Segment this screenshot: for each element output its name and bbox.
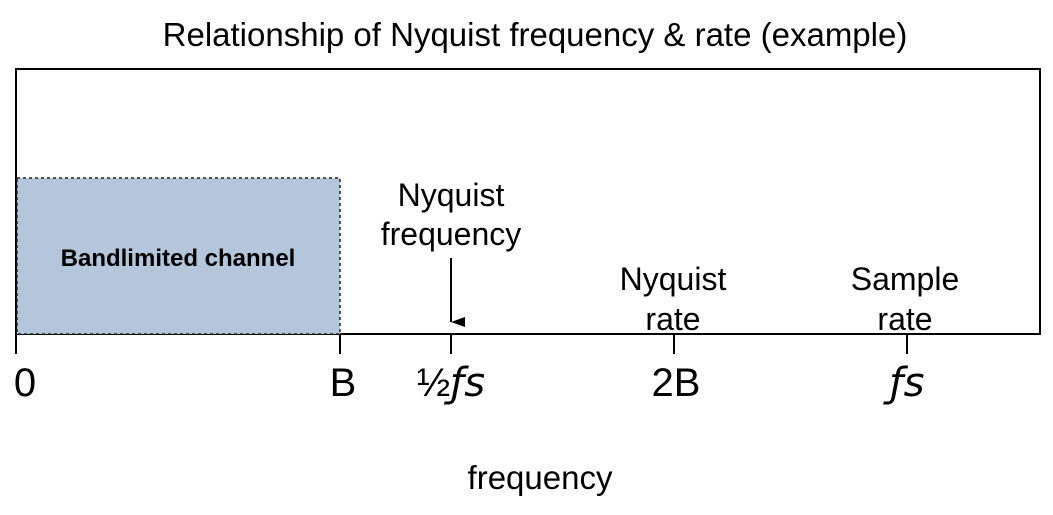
tick-label-half-fs: ½ƒs	[417, 360, 485, 406]
half-symbol: ½	[417, 361, 450, 405]
fs-symbol: ƒs	[443, 360, 485, 406]
bandlimited-channel-label: Bandlimited channel	[61, 245, 296, 272]
diagram-title: Relationship of Nyquist frequency & rate…	[163, 16, 908, 53]
bandlimited-channel-region	[16, 177, 341, 335]
plot-frame	[15, 68, 1041, 335]
tick-label-zero: 0	[14, 361, 36, 405]
sample-rate-label-line2: rate	[877, 301, 932, 337]
tick-label-b: B	[330, 361, 357, 405]
tick-label-two-b: 2B	[652, 361, 701, 405]
nyquist-rate-label-line2: rate	[645, 301, 700, 337]
tick-label-fs: ƒs	[883, 360, 925, 406]
nyquist-frequency-label-line1: Nyquist	[398, 177, 505, 213]
nyquist-frequency-label-line2: frequency	[381, 216, 522, 252]
nyquist-rate-label-line1: Nyquist	[620, 261, 727, 297]
frequency-axis-label: frequency	[468, 459, 613, 496]
sample-rate-label-line1: Sample	[851, 261, 960, 297]
